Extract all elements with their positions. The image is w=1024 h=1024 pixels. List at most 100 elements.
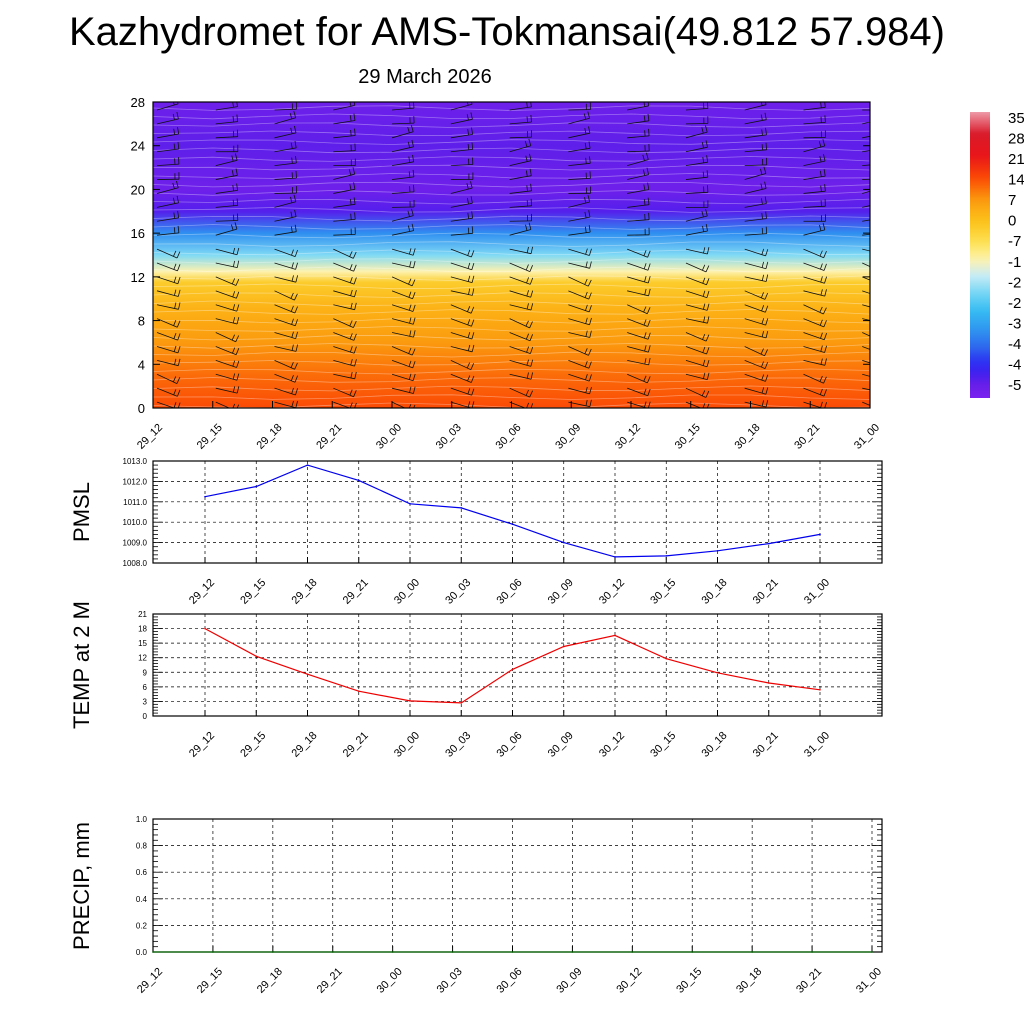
wind-barb (391, 276, 413, 287)
wind-barb-feather (354, 212, 356, 220)
wind-barb-feather (707, 316, 710, 324)
y-tick-label: 1008.0 (123, 559, 148, 568)
wind-barb (862, 290, 870, 294)
wind-barb-feather (820, 401, 823, 408)
wind-barb-feather (235, 153, 238, 161)
wind-barb-feather (646, 167, 649, 175)
wind-barb-feather (761, 374, 765, 381)
wind-barb-feather (471, 226, 474, 234)
series-points (204, 627, 821, 704)
wind-barb (744, 332, 767, 339)
wind-barb-feather (702, 290, 706, 297)
wind-barb-feather (290, 374, 294, 381)
wind-barb-feather (647, 276, 651, 284)
wind-barb-feather (761, 213, 763, 220)
wind-barb (568, 147, 591, 153)
y-tick-label: 1.0 (136, 815, 148, 824)
wind-barb-feather (761, 261, 764, 268)
wind-barb-feather (702, 264, 706, 271)
wind-barb-feather (760, 102, 763, 106)
wind-barb (568, 290, 589, 300)
wind-barb-feather (290, 142, 293, 149)
data-point (511, 668, 514, 671)
wind-barb-feather (466, 114, 469, 121)
wind-barb-feather (232, 184, 234, 191)
wind-barb-feather (294, 293, 298, 301)
x-tick-label: 30_00 (375, 966, 405, 996)
wind-barb-feather (232, 403, 236, 408)
wind-barb-feather (526, 246, 529, 253)
y-tick-label: 1013.0 (123, 457, 148, 466)
contour-line (153, 334, 870, 341)
wind-barb-feather (236, 386, 240, 394)
wind-barb (803, 346, 825, 353)
colorbar-label: 0 (1008, 213, 1016, 230)
wind-barb (685, 359, 708, 368)
wind-barb-feather (823, 320, 827, 328)
contour-line (153, 147, 870, 154)
wind-barb-feather (467, 319, 471, 325)
wind-barb-feather (349, 333, 353, 340)
wind-barb-feather (467, 197, 469, 204)
wind-barb-feather (819, 224, 822, 231)
wind-barb-feather (173, 276, 177, 283)
wind-barb (862, 121, 870, 125)
wind-barb-feather (702, 225, 704, 232)
wind-barb-feather (647, 182, 650, 190)
data-point (768, 682, 770, 684)
wind-barb-feather (705, 209, 708, 217)
wind-barb-feather (760, 114, 763, 121)
wind-barb-feather (470, 306, 475, 314)
wind-barb (685, 318, 708, 324)
wind-barb-feather (349, 198, 352, 205)
wind-barb-feather (231, 170, 234, 177)
wind-barb-feather (880, 386, 881, 392)
wind-barb-feather (765, 127, 767, 135)
wind-barb-feather (349, 264, 353, 270)
wind-barb (744, 104, 767, 111)
wind-barb-feather (295, 388, 298, 396)
y-tick-label: 0.8 (136, 842, 148, 851)
panel-y-axis: 0 3 6 9 12 15 18 21 (138, 610, 147, 721)
wind-barb-feather (177, 402, 181, 408)
panel-y-label: PRECIP, mm (69, 822, 94, 950)
wind-barb-feather (467, 401, 471, 408)
wind-barb-feather (765, 318, 769, 326)
colorbar-label: -7 (1008, 233, 1021, 250)
wind-barb-feather (471, 344, 475, 352)
wind-barb-feather (646, 152, 649, 160)
wind-barb-feather (294, 140, 297, 148)
wind-barb-feather (232, 386, 236, 393)
wind-barb (391, 387, 414, 394)
wind-barb-feather (353, 102, 356, 106)
wind-barb-feather (412, 169, 415, 177)
wind-barb-feather (764, 112, 767, 120)
contour-line (153, 385, 870, 392)
y-tick-label: 16 (131, 226, 145, 241)
contour-line (153, 283, 870, 290)
wind-barb-feather (643, 184, 646, 191)
wind-barb-feather (232, 247, 236, 254)
wind-barb-feather (765, 261, 769, 269)
wind-barb-feather (820, 289, 823, 296)
wind-barb-feather (232, 291, 236, 298)
wind-barb-feather (706, 303, 710, 311)
wind-barb-feather (530, 198, 532, 206)
wind-barb (862, 233, 870, 236)
wind-barb-feather (584, 142, 587, 149)
wind-barb-feather (584, 278, 588, 285)
wind-barb-feather (236, 198, 239, 206)
wind-barb-feather (174, 302, 177, 309)
x-tick-label: 30_12 (613, 422, 643, 452)
wind-barb-feather (470, 181, 473, 189)
wind-barb (333, 401, 351, 408)
wind-barb (685, 146, 708, 153)
wind-barb-feather (884, 373, 886, 380)
wind-barb-feather (879, 404, 881, 410)
wind-barb-feather (467, 375, 471, 382)
wind-barb-feather (647, 250, 651, 258)
x-tick-label: 29_21 (341, 577, 371, 607)
wind-barb-feather (702, 303, 706, 310)
wind-barb (450, 401, 473, 408)
panel-frame (152, 460, 883, 564)
